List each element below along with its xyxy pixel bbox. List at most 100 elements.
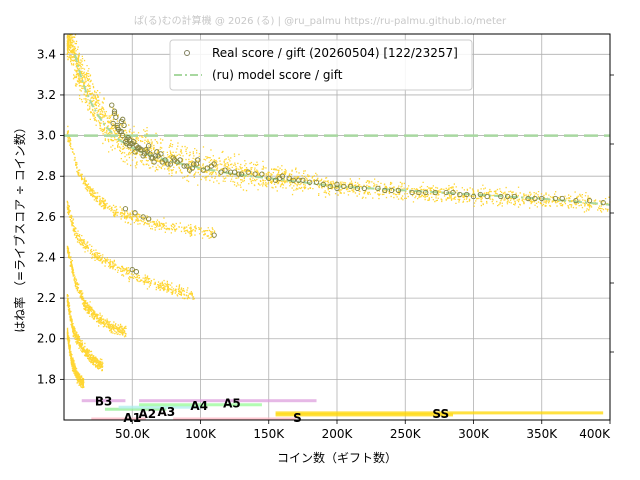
real-point xyxy=(120,132,126,139)
real-point xyxy=(532,195,538,202)
real-point xyxy=(200,167,206,173)
rank-band-ss xyxy=(275,411,604,415)
real-point xyxy=(167,161,174,167)
real-point xyxy=(416,189,422,196)
real-point xyxy=(266,175,272,181)
real-point xyxy=(193,161,200,167)
real-point xyxy=(137,147,144,153)
real-point xyxy=(525,195,531,202)
real-point xyxy=(184,163,190,169)
real-point xyxy=(327,183,333,190)
rank-label-a5: A5 xyxy=(223,397,241,411)
real-point xyxy=(423,189,429,196)
real-point xyxy=(559,195,565,202)
rank-band-a1 xyxy=(173,417,297,421)
real-point xyxy=(152,153,159,159)
y-tick-label: 2.0 xyxy=(37,332,56,346)
x-tick-label: 150K xyxy=(253,427,285,441)
x-tick-label: 100K xyxy=(185,427,217,441)
real-point xyxy=(334,185,340,192)
rank-band-s xyxy=(275,413,454,417)
real-point xyxy=(300,177,306,183)
rank-label-s: S xyxy=(293,411,302,425)
real-point xyxy=(464,191,470,198)
real-point xyxy=(236,171,242,177)
real-point xyxy=(130,139,137,145)
legend-model-label: (ru) model score / gift xyxy=(212,68,343,82)
x-tick-label: 250K xyxy=(390,427,422,441)
real-point xyxy=(498,193,504,200)
real-point xyxy=(189,165,195,171)
real-point xyxy=(477,191,483,198)
real-point xyxy=(313,179,320,185)
rank-bands xyxy=(81,399,604,421)
y-tick-label: 3.2 xyxy=(37,88,56,102)
real-point xyxy=(165,161,171,167)
real-point xyxy=(111,110,118,116)
y-tick-label: 3.4 xyxy=(37,47,56,61)
real-point xyxy=(552,195,559,202)
real-point xyxy=(162,157,168,163)
real-point xyxy=(457,191,463,198)
real-point xyxy=(114,122,120,129)
y-tick-label: 1.8 xyxy=(37,372,56,386)
real-point xyxy=(277,175,283,181)
x-tick-label: 50.0K xyxy=(115,427,151,441)
real-point xyxy=(211,232,217,238)
y-tick-label: 2.4 xyxy=(37,250,56,264)
real-point xyxy=(151,159,157,165)
y-tick-label: 3.0 xyxy=(37,129,56,143)
real-point xyxy=(126,136,133,143)
real-point xyxy=(259,171,265,177)
real-point xyxy=(252,171,258,177)
real-point xyxy=(181,163,187,169)
real-point xyxy=(222,167,228,173)
legend-box xyxy=(169,39,473,91)
legend: Real score / gift (20260504) [122/23257]… xyxy=(169,39,473,91)
real-point xyxy=(109,102,115,108)
real-point xyxy=(450,189,456,196)
real-point xyxy=(484,193,490,200)
y-tick-label: 2.6 xyxy=(37,210,56,224)
rank-band-a5 xyxy=(139,399,317,403)
real-point xyxy=(272,177,279,183)
real-point xyxy=(132,149,138,155)
rank-label-b3: B3 xyxy=(95,395,113,409)
real-point xyxy=(341,183,347,190)
real-point xyxy=(148,155,155,161)
grid-lines xyxy=(64,34,611,420)
legend-real-marker xyxy=(184,50,190,56)
real-point xyxy=(443,189,449,196)
real-point xyxy=(290,177,296,183)
rank-band-b3 xyxy=(81,399,126,403)
real-point xyxy=(470,193,477,200)
real-point xyxy=(573,197,579,204)
real-point xyxy=(320,181,326,187)
real-point xyxy=(133,143,139,149)
real-point xyxy=(238,171,245,177)
real-points xyxy=(109,102,606,275)
x-tick-label: 300K xyxy=(458,427,490,441)
real-point xyxy=(586,197,593,204)
real-point xyxy=(307,179,313,185)
real-point xyxy=(286,175,292,181)
real-point xyxy=(121,122,127,129)
x-tick-label: 400K xyxy=(579,427,611,441)
rank-label-ss: SS xyxy=(432,407,449,421)
real-point xyxy=(218,169,224,175)
real-point xyxy=(111,108,118,114)
real-point xyxy=(145,216,152,222)
real-point xyxy=(354,185,361,192)
rank-band-a3 xyxy=(118,405,201,409)
chart-header: ぱ(る)むの計算機 @ 2026 (る) | @ru_palmu https:/… xyxy=(133,16,507,27)
rank-band-a4 xyxy=(139,403,262,407)
real-point xyxy=(432,189,438,196)
real-point xyxy=(171,157,178,163)
y-axis-label: はね率 （=ライブスコア ÷ コイン数） xyxy=(12,121,27,333)
real-point xyxy=(110,120,116,127)
real-point xyxy=(504,193,511,200)
real-point xyxy=(145,143,152,149)
real-point xyxy=(227,169,234,175)
